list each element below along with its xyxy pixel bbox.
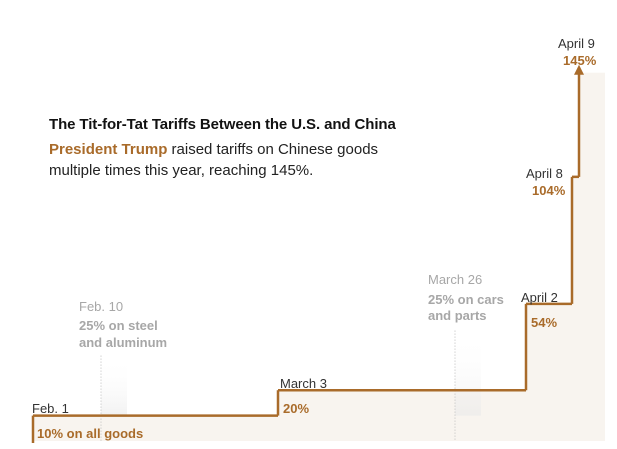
chart-subtitle: President Trump raised tariffs on Chines… bbox=[49, 139, 389, 181]
step-value-label: 54% bbox=[531, 315, 558, 330]
step-date-label: March 3 bbox=[280, 376, 327, 391]
annotation-date: March 26 bbox=[428, 272, 483, 287]
step-value-label: 104% bbox=[532, 183, 566, 198]
step-value-label: 145% bbox=[563, 53, 597, 68]
subtitle-highlight: President Trump bbox=[49, 141, 168, 158]
annotation-shade bbox=[455, 333, 481, 416]
step-date-label: April 8 bbox=[526, 166, 563, 181]
step-date-label: April 2 bbox=[521, 290, 558, 305]
annotation-text: 25% on cars bbox=[428, 292, 504, 307]
annotation-shade bbox=[101, 357, 127, 416]
annotation-text: 25% on steel bbox=[79, 318, 158, 333]
step-area bbox=[579, 72, 605, 441]
step-area bbox=[278, 390, 526, 441]
arrowhead bbox=[574, 64, 584, 75]
annotation-text: and aluminum bbox=[79, 335, 168, 350]
step-area bbox=[33, 415, 278, 441]
step-area bbox=[572, 176, 579, 441]
subtitle-text: raised tariffs on Chinese goods multiple… bbox=[49, 141, 379, 179]
step-date-label: April 9 bbox=[558, 36, 595, 51]
chart-title: The Tit-for-Tat Tariffs Between the U.S.… bbox=[49, 116, 396, 133]
step-date-label: Feb. 1 bbox=[32, 401, 69, 416]
annotation-date: Feb. 10 bbox=[79, 299, 124, 314]
step-value-label: 10% on all goods bbox=[37, 426, 144, 441]
annotation-text: and parts bbox=[428, 308, 487, 323]
step-value-label: 20% bbox=[283, 401, 310, 416]
step-area bbox=[526, 303, 572, 441]
